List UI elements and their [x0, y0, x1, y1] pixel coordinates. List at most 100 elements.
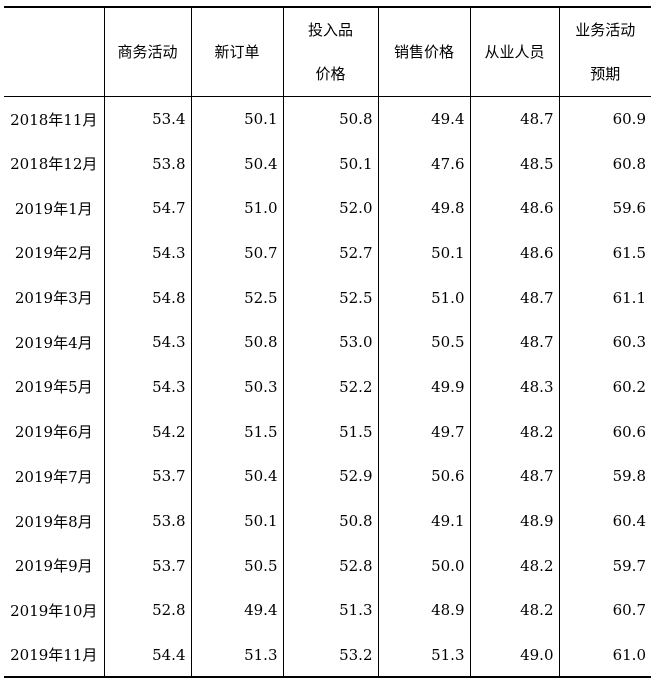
- table-row: 2019年7月 53.7 50.4 52.9 50.6 48.7 59.8: [4, 454, 651, 499]
- cell-business-activity: 53.7: [103, 454, 191, 499]
- cell-new-orders: 49.4: [190, 588, 283, 633]
- cell-input-prices: 50.8: [282, 498, 378, 544]
- table-row: 2019年6月 54.2 51.5 51.5 49.7 48.2 60.6: [4, 409, 651, 454]
- cell-business-expectations: 60.4: [558, 498, 651, 544]
- cell-sales-prices: 49.8: [377, 185, 470, 231]
- cell-business-activity: 54.3: [103, 230, 191, 276]
- cell-new-orders: 51.0: [190, 185, 283, 231]
- cell-sales-prices: 50.6: [377, 454, 470, 499]
- cell-month: 2019年8月: [14, 512, 93, 531]
- cell-business-expectations: 59.6: [558, 185, 651, 231]
- cell-business-activity: 54.7: [103, 185, 191, 231]
- cell-new-orders: 52.5: [190, 275, 283, 320]
- header-cell-new-orders: 新订单: [190, 6, 283, 97]
- cell-month: 2019年7月: [14, 467, 93, 486]
- cell-employment: 48.7: [469, 96, 559, 142]
- cell-business-activity: 52.8: [103, 588, 191, 633]
- cell-business-expectations: 61.5: [558, 230, 651, 276]
- cell-business-activity: 53.4: [103, 96, 191, 142]
- cell-employment: 49.0: [469, 632, 559, 679]
- table-row: 2018年12月 53.8 50.4 50.1 47.6 48.5 60.8: [4, 141, 651, 186]
- table-row: 2018年11月 53.4 50.1 50.8 49.4 48.7 60.9: [4, 96, 651, 142]
- cell-sales-prices: 49.1: [377, 498, 470, 544]
- header-label-line2: 价格: [315, 65, 346, 83]
- table-row: 2019年11月 54.4 51.3 53.2 51.3 49.0 61.0: [4, 632, 651, 679]
- cell-month: 2018年11月: [10, 110, 98, 129]
- cell-business-expectations: 61.1: [558, 275, 651, 320]
- cell-month: 2019年3月: [14, 289, 93, 308]
- cell-sales-prices: 47.6: [377, 141, 470, 186]
- cell-new-orders: 50.3: [190, 364, 283, 410]
- cell-sales-prices: 50.0: [377, 543, 470, 589]
- cell-business-activity: 54.2: [103, 409, 191, 454]
- cell-sales-prices: 48.9: [377, 588, 470, 633]
- cell-business-activity: 53.8: [103, 141, 191, 186]
- cell-employment: 48.6: [469, 185, 559, 231]
- table-row: 2019年3月 54.8 52.5 52.5 51.0 48.7 61.1: [4, 275, 651, 320]
- cell-employment: 48.7: [469, 319, 559, 365]
- table-row: 2019年2月 54.3 50.7 52.7 50.1 48.6 61.5: [4, 230, 651, 276]
- cell-business-activity: 54.8: [103, 275, 191, 320]
- cell-sales-prices: 51.0: [377, 275, 470, 320]
- cell-input-prices: 51.5: [282, 409, 378, 454]
- cell-sales-prices: 51.3: [377, 632, 470, 679]
- header-label-line2: 预期: [590, 65, 621, 83]
- cell-input-prices: 52.5: [282, 275, 378, 320]
- index-table: 商务活动 新订单 投入品价格 销售价格 从业人员 业务活动预期 2018年11月…: [4, 6, 651, 679]
- cell-input-prices: 53.2: [282, 632, 378, 679]
- cell-employment: 48.7: [469, 275, 559, 320]
- cell-month: 2019年6月: [14, 423, 93, 442]
- cell-sales-prices: 49.7: [377, 409, 470, 454]
- cell-new-orders: 50.1: [190, 96, 283, 142]
- header-label: 商务活动: [117, 43, 178, 61]
- cell-input-prices: 53.0: [282, 319, 378, 365]
- cell-employment: 48.9: [469, 498, 559, 544]
- cell-business-expectations: 60.2: [558, 364, 651, 410]
- table-row: 2019年9月 53.7 50.5 52.8 50.0 48.2 59.7: [4, 543, 651, 589]
- cell-employment: 48.2: [469, 543, 559, 589]
- cell-input-prices: 50.8: [282, 96, 378, 142]
- cell-new-orders: 50.4: [190, 141, 283, 186]
- cell-business-expectations: 60.7: [558, 588, 651, 633]
- table-row: 2019年5月 54.3 50.3 52.2 49.9 48.3 60.2: [4, 364, 651, 410]
- cell-month: 2019年9月: [14, 557, 93, 576]
- cell-month: 2019年5月: [14, 378, 93, 397]
- table-row: 2019年4月 54.3 50.8 53.0 50.5 48.7 60.3: [4, 319, 651, 365]
- cell-month: 2019年4月: [14, 333, 93, 352]
- cell-employment: 48.5: [469, 141, 559, 186]
- header-row: 商务活动 新订单 投入品价格 销售价格 从业人员 业务活动预期: [4, 6, 651, 97]
- cell-sales-prices: 50.5: [377, 319, 470, 365]
- header-label: 从业人员: [484, 43, 545, 61]
- header-label: 业务活动: [575, 21, 636, 39]
- header-label: 新订单: [214, 43, 260, 61]
- table-row: 2019年8月 53.8 50.1 50.8 49.1 48.9 60.4: [4, 498, 651, 544]
- header-cell-business-expectations: 业务活动 预期: [558, 6, 651, 97]
- cell-business-activity: 54.3: [103, 364, 191, 410]
- cell-employment: 48.2: [469, 409, 559, 454]
- cell-employment: 48.3: [469, 364, 559, 410]
- table-row: 2019年10月 52.8 49.4 51.3 48.9 48.2 60.7: [4, 588, 651, 633]
- cell-business-expectations: 60.9: [558, 96, 651, 142]
- cell-month: 2019年11月: [4, 632, 104, 679]
- header-cell-corner: [4, 6, 104, 97]
- header-label: 投入品: [307, 21, 353, 39]
- cell-business-expectations: 60.3: [558, 319, 651, 365]
- cell-input-prices: 52.9: [282, 454, 378, 499]
- header-cell-sales-prices: 销售价格: [377, 6, 470, 97]
- cell-month: 2019年10月: [10, 601, 98, 620]
- cell-input-prices: 52.2: [282, 364, 378, 410]
- cell-business-expectations: 60.6: [558, 409, 651, 454]
- cell-new-orders: 50.1: [190, 498, 283, 544]
- cell-employment: 48.2: [469, 588, 559, 633]
- cell-input-prices: 51.3: [282, 588, 378, 633]
- cell-new-orders: 50.7: [190, 230, 283, 276]
- cell-business-expectations: 60.8: [558, 141, 651, 186]
- header-label: 销售价格: [393, 43, 454, 61]
- cell-input-prices: 50.1: [282, 141, 378, 186]
- cell-employment: 48.7: [469, 454, 559, 499]
- cell-business-expectations: 61.0: [558, 632, 651, 679]
- cell-business-expectations: 59.7: [558, 543, 651, 589]
- cell-sales-prices: 49.9: [377, 364, 470, 410]
- cell-new-orders: 51.5: [190, 409, 283, 454]
- header-cell-business-activity: 商务活动: [103, 6, 191, 97]
